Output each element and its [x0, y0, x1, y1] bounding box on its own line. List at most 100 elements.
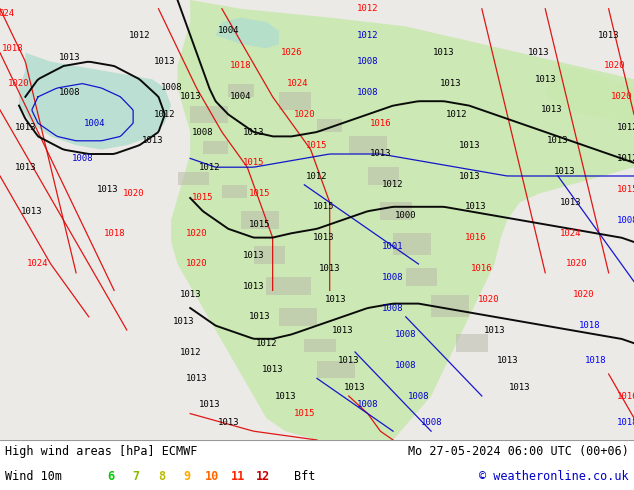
Text: 1024: 1024	[560, 229, 581, 238]
Bar	[304, 339, 336, 352]
Text: 1013: 1013	[179, 290, 201, 299]
Text: 1013: 1013	[458, 172, 480, 180]
Text: 1012: 1012	[357, 31, 378, 40]
Text: 1013: 1013	[439, 79, 461, 88]
Text: 1013: 1013	[484, 325, 505, 335]
Bar	[203, 141, 228, 154]
Text: 1013: 1013	[319, 264, 340, 273]
Text: 1013: 1013	[560, 198, 581, 207]
Text: 1013: 1013	[154, 57, 176, 66]
Text: 1015: 1015	[249, 220, 271, 229]
Text: 1001: 1001	[382, 242, 404, 251]
Text: © weatheronline.co.uk: © weatheronline.co.uk	[479, 469, 629, 483]
Text: 1018: 1018	[230, 62, 252, 71]
Bar	[368, 167, 399, 185]
Text: 1012: 1012	[256, 339, 277, 348]
Text: 1020: 1020	[611, 92, 632, 101]
Text: 1008: 1008	[420, 418, 442, 427]
Text: Mo 27-05-2024 06:00 UTC (00+06): Mo 27-05-2024 06:00 UTC (00+06)	[408, 444, 629, 458]
Text: 1012: 1012	[154, 110, 176, 119]
Text: 1024: 1024	[27, 260, 49, 269]
Text: 1008: 1008	[395, 330, 417, 339]
Text: 8: 8	[158, 469, 165, 483]
Text: 10: 10	[205, 469, 219, 483]
Text: 1020: 1020	[477, 294, 499, 304]
Text: 1013: 1013	[243, 281, 264, 291]
Text: 1012: 1012	[446, 110, 467, 119]
Bar	[190, 106, 228, 123]
Text: 1013: 1013	[179, 92, 201, 101]
Text: 1016: 1016	[471, 264, 493, 273]
Text: 1013: 1013	[534, 74, 556, 84]
Text: 1008: 1008	[160, 83, 182, 93]
Text: 1013: 1013	[332, 325, 353, 335]
Text: 1013: 1013	[458, 141, 480, 150]
Polygon shape	[216, 18, 279, 49]
Text: 1013: 1013	[243, 127, 264, 137]
Polygon shape	[171, 0, 634, 440]
Bar	[178, 172, 209, 185]
Text: 1015: 1015	[617, 185, 634, 194]
Text: 1024: 1024	[287, 79, 309, 88]
Text: 11: 11	[231, 469, 245, 483]
Bar	[279, 308, 317, 325]
Text: 1008: 1008	[408, 392, 429, 400]
Bar	[228, 84, 254, 97]
Text: 1013: 1013	[433, 49, 455, 57]
Text: 1012: 1012	[179, 347, 201, 357]
Text: 1013: 1013	[338, 356, 359, 366]
Text: 1008: 1008	[72, 154, 93, 163]
Text: 6: 6	[107, 469, 115, 483]
Text: 12: 12	[256, 469, 270, 483]
Text: 1013: 1013	[553, 167, 575, 176]
Text: 1026: 1026	[281, 49, 302, 57]
Text: 1013: 1013	[186, 374, 207, 383]
Text: 1008: 1008	[357, 400, 378, 409]
Text: 1013: 1013	[243, 251, 264, 260]
Text: 1018: 1018	[585, 356, 607, 366]
Bar	[317, 119, 342, 132]
Text: 1013: 1013	[465, 202, 486, 211]
Text: 1008: 1008	[357, 88, 378, 97]
Text: 1004: 1004	[217, 26, 239, 35]
Text: 1013: 1013	[528, 49, 550, 57]
Text: 1015: 1015	[306, 141, 328, 150]
Bar	[431, 295, 469, 317]
Bar	[393, 233, 431, 255]
Text: 1013: 1013	[15, 123, 36, 132]
Text: 1015: 1015	[192, 194, 214, 202]
Text: 1012: 1012	[617, 123, 634, 132]
Text: 1020: 1020	[186, 229, 207, 238]
Polygon shape	[19, 53, 171, 149]
Text: 1015: 1015	[313, 202, 334, 211]
Text: 1013: 1013	[21, 207, 42, 216]
Text: 1008: 1008	[395, 361, 417, 369]
Text: 1015: 1015	[294, 409, 315, 418]
Text: 1008: 1008	[617, 216, 634, 224]
Text: 1004: 1004	[230, 92, 252, 101]
Bar	[380, 202, 412, 220]
Text: 1013: 1013	[313, 233, 334, 242]
Text: 1020: 1020	[573, 290, 594, 299]
Text: 1000: 1000	[395, 211, 417, 220]
Text: 9: 9	[183, 469, 191, 483]
Text: 1013: 1013	[509, 383, 531, 392]
Bar	[254, 246, 285, 264]
Text: 1012: 1012	[198, 163, 220, 172]
Text: 1013: 1013	[217, 418, 239, 427]
Bar	[349, 136, 387, 154]
Text: 1013: 1013	[249, 312, 271, 321]
Text: 1008: 1008	[382, 303, 404, 313]
Text: Wind 10m: Wind 10m	[5, 469, 62, 483]
Text: 1013: 1013	[15, 163, 36, 172]
Text: 1015: 1015	[249, 189, 271, 198]
Text: 1004: 1004	[84, 119, 106, 128]
Text: 1018: 1018	[617, 418, 634, 427]
Text: 1020: 1020	[122, 189, 144, 198]
Text: 1020: 1020	[604, 62, 626, 71]
Text: 1018: 1018	[2, 44, 23, 53]
Text: 1012: 1012	[617, 154, 634, 163]
Text: 1020: 1020	[566, 260, 588, 269]
Text: 1015: 1015	[243, 158, 264, 167]
Bar	[266, 277, 311, 295]
